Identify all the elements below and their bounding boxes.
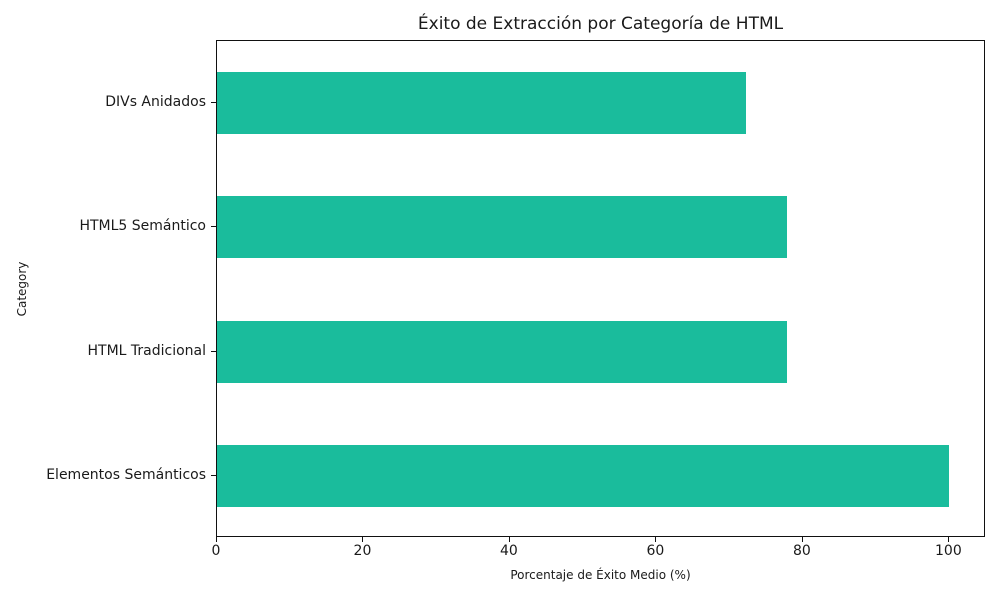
y-tick — [211, 474, 216, 476]
x-tick-label: 40 — [500, 543, 518, 559]
x-tick-label: 20 — [353, 543, 372, 559]
y-tick-label: Elementos Semánticos — [46, 466, 206, 483]
x-tick — [801, 537, 803, 542]
bar — [217, 196, 787, 259]
x-tick-label: 0 — [211, 543, 221, 559]
bar — [217, 72, 746, 135]
y-axis-title: Category — [15, 261, 29, 317]
x-tick-label: 80 — [792, 543, 811, 559]
x-tick-label: 100 — [935, 543, 962, 559]
x-axis-title: Porcentaje de Éxito Medio (%) — [510, 568, 691, 582]
y-tick — [211, 102, 216, 104]
y-tick — [211, 350, 216, 352]
y-tick-label: HTML Tradicional — [87, 342, 206, 359]
bar — [217, 444, 950, 507]
chart-title: Éxito de Extracción por Categoría de HTM… — [417, 14, 784, 34]
x-tick — [655, 537, 657, 542]
x-tick — [362, 537, 364, 542]
y-tick-label: DIVs Anidados — [105, 94, 206, 111]
x-tick — [216, 537, 217, 542]
y-tick-label: HTML5 Semántico — [79, 218, 206, 235]
plot-area — [216, 40, 985, 537]
bar — [217, 320, 787, 383]
x-tick-label: 60 — [646, 543, 665, 559]
y-tick — [211, 226, 216, 228]
x-tick — [948, 537, 950, 542]
x-tick — [508, 537, 510, 542]
